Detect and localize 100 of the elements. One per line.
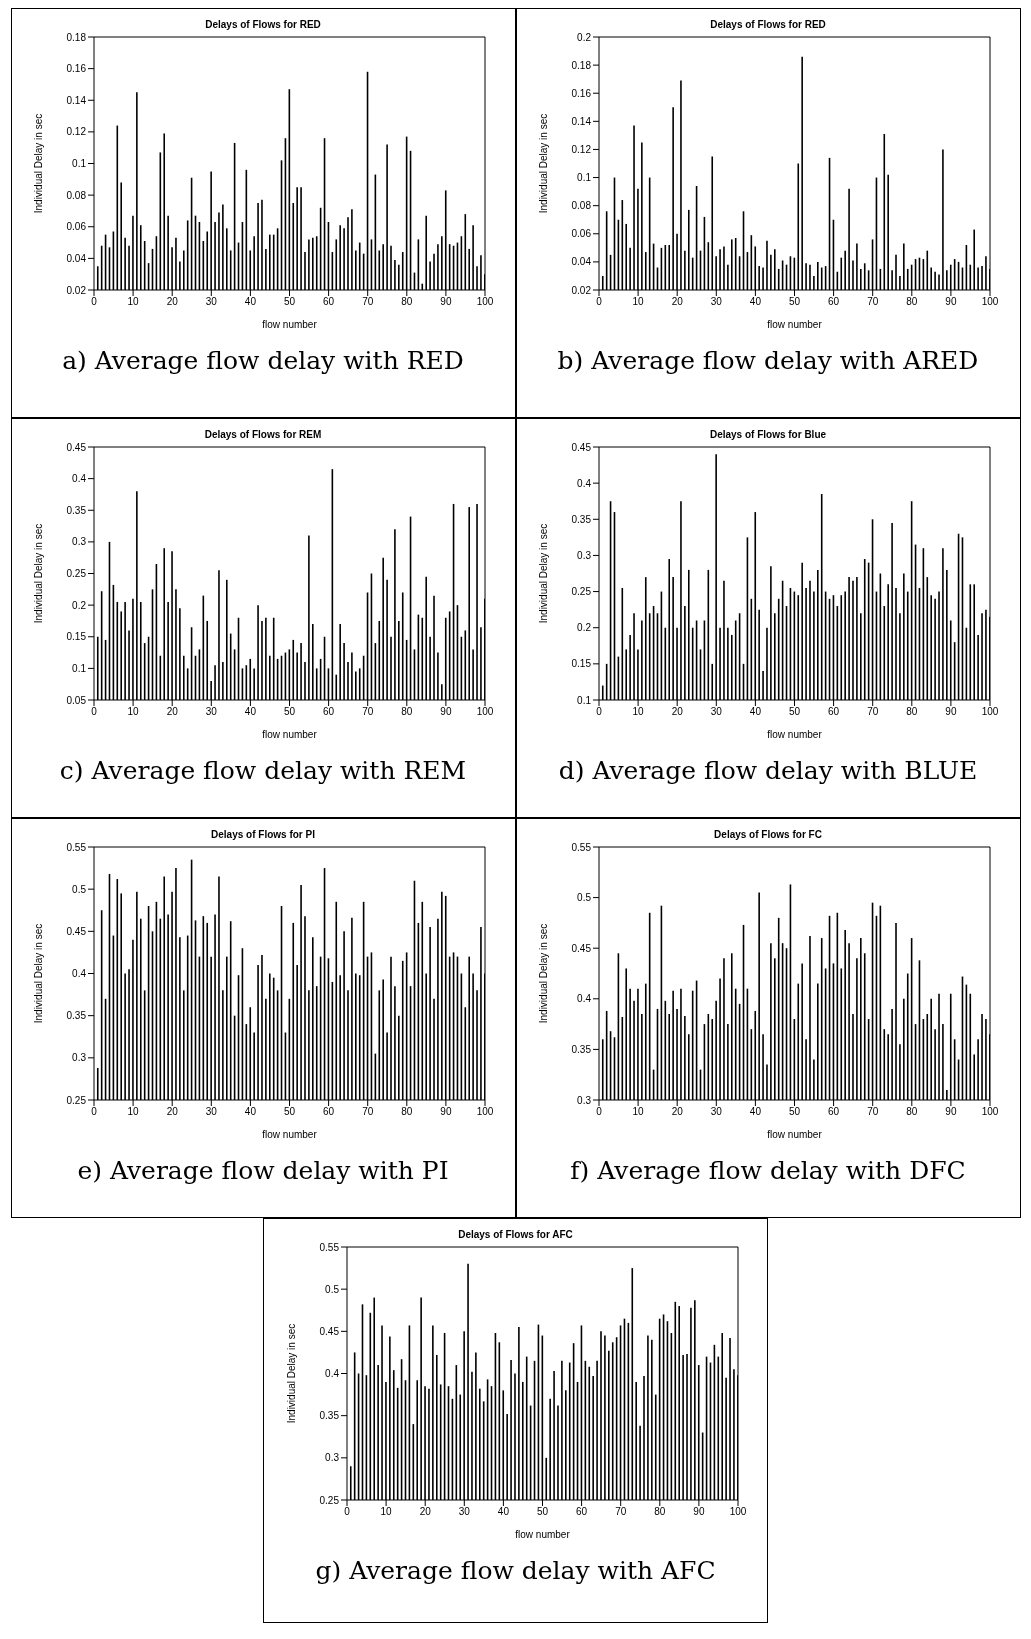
x-tick-label: 100 [981,296,999,308]
x-tick-label: 0 [596,706,603,718]
x-axis-title: flow number [262,729,318,740]
x-tick-label: 0 [343,1506,350,1518]
x-tick-label: 30 [205,1106,218,1118]
x-tick-label: 70 [362,706,374,718]
x-tick-label: 20 [166,706,179,718]
text: c) Average flow delay with REM [59,756,467,785]
x-tick-label: 20 [671,296,684,308]
x-tick-label: 100 [981,1106,999,1118]
y-tick-label: 0.5 [72,883,87,895]
y-axis-title: Individual Delay in sec [537,523,549,624]
y-tick-label: 0.14 [66,94,87,106]
x-axis-title: flow number [262,319,318,330]
chart-title: Delays of Flows for Blue [709,429,827,440]
y-tick-label: 0.45 [66,441,87,453]
x-tick-label: 90 [440,296,452,308]
y-tick-label: 0.25 [66,568,87,580]
y-axis-title: Individual Delay in sec [537,113,549,214]
chart-title: Delays of Flows for PI [211,829,315,840]
x-axis-title: flow number [767,319,823,330]
y-axis-title: Individual Delay in sec [32,523,44,624]
y-tick-label: 0.3 [577,549,592,561]
x-tick-label: 100 [981,706,999,718]
y-tick-label: 0.02 [571,284,592,296]
x-tick-label: 70 [867,296,879,308]
y-tick-label: 0.3 [72,1052,87,1064]
y-tick-label: 0.06 [571,228,592,240]
x-tick-label: 80 [401,1106,413,1118]
x-tick-label: 70 [867,706,879,718]
y-axis-title: Individual Delay in sec [32,113,44,214]
x-tick-label: 80 [401,706,413,718]
x-tick-label: 20 [671,706,684,718]
x-tick-label: 70 [867,1106,879,1118]
x-tick-label: 0 [91,1106,98,1118]
x-tick-label: 10 [632,706,645,718]
y-tick-label: 0.15 [66,631,87,643]
y-tick-label: 0.55 [571,841,592,853]
y-tick-label: 0.45 [571,441,592,453]
y-tick-label: 0.2 [577,31,592,43]
y-tick-label: 0.25 [571,586,592,598]
x-tick-label: 10 [380,1506,392,1518]
y-tick-label: 0.5 [324,1283,339,1295]
text: g) Average flow delay with AFC [315,1556,716,1585]
y-axis-title: Individual Delay in sec [32,923,44,1024]
x-tick-label: 90 [945,296,957,308]
text: b) Average flow delay with ARED [557,346,979,375]
y-tick-label: 0.4 [72,473,87,485]
x-tick-label: 50 [283,296,296,308]
x-tick-label: 60 [323,296,335,308]
x-tick-label: 100 [476,296,494,308]
x-tick-label: 50 [283,706,296,718]
x-tick-label: 10 [127,706,140,718]
x-tick-label: 50 [788,706,801,718]
x-tick-label: 0 [596,296,603,308]
chart-title: Delays of Flows for REM [204,429,322,440]
y-tick-label: 0.55 [319,1241,339,1253]
x-tick-label: 50 [536,1506,548,1518]
x-tick-label: 0 [596,1106,603,1118]
y-tick-label: 0.35 [66,504,87,516]
y-tick-label: 0.3 [324,1452,339,1464]
x-tick-label: 50 [788,1106,801,1118]
x-tick-label: 60 [575,1506,588,1518]
y-tick-label: 0.2 [72,599,87,611]
chart-title: Delays of Flows for RED [205,19,321,30]
y-tick-label: 0.12 [66,126,87,138]
y-tick-label: 0.08 [66,189,87,201]
x-tick-label: 70 [614,1506,627,1518]
y-tick-label: 0.16 [571,87,592,99]
x-tick-label: 80 [906,1106,918,1118]
x-tick-label: 60 [828,706,840,718]
y-tick-label: 0.4 [324,1368,339,1380]
y-tick-label: 0.18 [571,59,592,71]
y-axis-title: Individual Delay in sec [285,1323,297,1424]
y-tick-label: 0.25 [319,1494,339,1506]
y-tick-label: 0.04 [66,252,87,264]
x-tick-label: 40 [244,1106,257,1118]
x-tick-label: 30 [458,1506,470,1518]
x-axis-title: flow number [514,1529,570,1540]
x-tick-label: 50 [283,1106,296,1118]
x-tick-label: 0 [91,296,98,308]
y-tick-label: 0.35 [571,513,592,525]
y-tick-label: 0.1 [72,158,87,170]
x-tick-label: 100 [476,1106,494,1118]
y-tick-label: 0.35 [571,1043,592,1055]
x-tick-label: 90 [440,706,452,718]
x-tick-label: 60 [323,1106,335,1118]
y-tick-label: 0.45 [571,942,592,954]
chart-title: Delays of Flows for FC [714,829,822,840]
x-tick-label: 10 [632,296,645,308]
x-tick-label: 90 [440,1106,452,1118]
y-tick-label: 0.55 [66,841,87,853]
y-tick-label: 0.5 [577,892,592,904]
x-tick-label: 90 [945,1106,957,1118]
x-tick-label: 80 [653,1506,666,1518]
y-tick-label: 0.18 [66,31,87,43]
y-tick-label: 0.3 [577,1094,592,1106]
y-tick-label: 0.3 [72,536,87,548]
y-tick-label: 0.4 [577,477,592,489]
y-tick-label: 0.2 [577,622,592,634]
